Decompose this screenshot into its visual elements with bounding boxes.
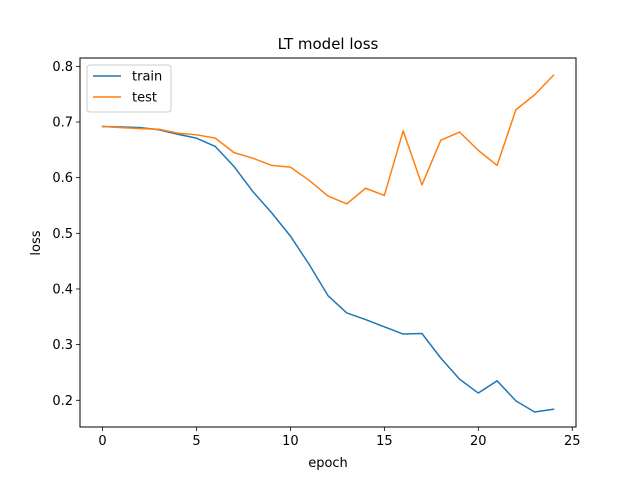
plot-lines [101, 74, 555, 413]
x-tick-label: 5 [192, 434, 200, 449]
x-axis-label: epoch [308, 456, 348, 471]
y-tick-label: 0.5 [52, 227, 73, 242]
chart-title: LT model loss [278, 35, 379, 53]
x-tick-label: 25 [564, 434, 581, 449]
y-tick-label: 0.3 [52, 338, 73, 353]
x-tick-label: 15 [376, 434, 393, 449]
series-line-test [101, 74, 555, 205]
y-tick-label: 0.2 [52, 394, 73, 409]
legend: train test [86, 64, 172, 113]
plot-frame [79, 57, 577, 428]
y-tick-label: 0.6 [52, 171, 73, 186]
x-tick-label: 10 [282, 434, 299, 449]
y-axis: 0.2 0.3 0.4 0.5 0.6 0.7 0.8 [52, 60, 80, 409]
legend-label-train: train [132, 70, 162, 85]
legend-label-test: test [132, 91, 157, 106]
y-tick-label: 0.8 [52, 60, 73, 75]
y-tick-label: 0.7 [52, 116, 73, 131]
y-tick-label: 0.4 [52, 282, 73, 297]
y-axis-label: loss [29, 230, 44, 255]
x-axis: 0 5 10 15 20 25 [98, 427, 581, 449]
series-line-train [101, 125, 555, 413]
x-tick-label: 20 [470, 434, 487, 449]
x-tick-label: 0 [98, 434, 106, 449]
